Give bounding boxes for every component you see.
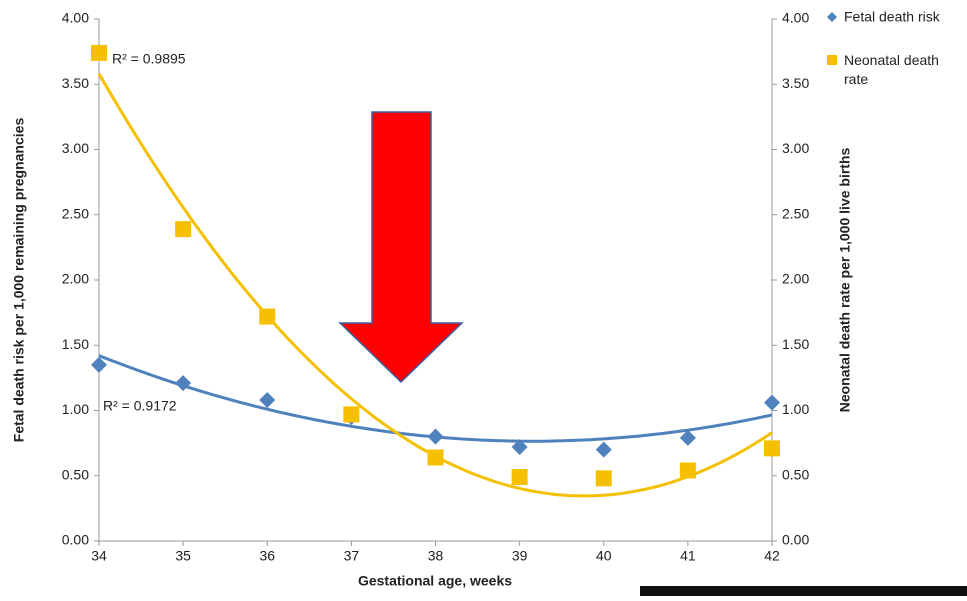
x-tick-label: 40: [596, 548, 612, 564]
point: [680, 463, 696, 479]
point: [428, 429, 444, 445]
y2-tick-label: 1.00: [782, 401, 809, 417]
x-tick-label: 42: [764, 548, 780, 564]
y-tick-label: 4.00: [62, 10, 89, 26]
x-tick-label: 39: [512, 548, 528, 564]
point: [259, 309, 275, 325]
point: [764, 440, 780, 456]
y-tick-label: 0.00: [62, 532, 89, 548]
legend-marker: [827, 12, 837, 22]
y2-axis-title: Neonatal death rate per 1,000 live birth…: [837, 148, 853, 413]
point: [259, 392, 275, 408]
point: [91, 45, 107, 61]
x-tick-label: 41: [680, 548, 696, 564]
arrow: [340, 112, 462, 382]
y-tick-label: 3.00: [62, 140, 89, 156]
point: [428, 449, 444, 465]
y-tick-label: 2.50: [62, 205, 89, 221]
point: [512, 469, 528, 485]
y2-tick-label: 3.00: [782, 140, 809, 156]
point: [343, 406, 359, 422]
y2-tick-label: 2.00: [782, 271, 809, 287]
legend-marker: [827, 55, 837, 65]
y-tick-label: 1.50: [62, 336, 89, 352]
y2-tick-label: 2.50: [782, 205, 809, 221]
y2-tick-label: 0.00: [782, 532, 809, 548]
y-tick-label: 1.00: [62, 401, 89, 417]
point: [175, 221, 191, 237]
trendline-label: R² = 0.9895: [112, 51, 186, 67]
trendline: [99, 356, 772, 442]
chart: Gestational age, weeks Fetal death risk …: [0, 0, 967, 596]
point: [764, 395, 780, 411]
y2-tick-label: 4.00: [782, 10, 809, 26]
y-tick-label: 3.50: [62, 75, 89, 91]
y2-tick-label: 3.50: [782, 75, 809, 91]
y-axis-title: Fetal death risk per 1,000 remaining pre…: [11, 118, 27, 443]
point: [596, 442, 612, 458]
y2-tick-label: 1.50: [782, 336, 809, 352]
overlay-image: [640, 586, 967, 596]
x-tick-label: 35: [175, 548, 191, 564]
y2-tick-label: 0.50: [782, 466, 809, 482]
x-tick-label: 36: [259, 548, 275, 564]
y-tick-label: 2.00: [62, 271, 89, 287]
y-tick-label: 0.50: [62, 466, 89, 482]
x-tick-label: 37: [344, 548, 360, 564]
x-axis-title: Gestational age, weeks: [358, 573, 512, 589]
point: [596, 470, 612, 486]
legend-label: Fetal death risk: [844, 9, 941, 25]
x-tick-label: 38: [428, 548, 444, 564]
x-tick-label: 34: [91, 548, 107, 564]
trendline-label: R² = 0.9172: [103, 398, 177, 414]
